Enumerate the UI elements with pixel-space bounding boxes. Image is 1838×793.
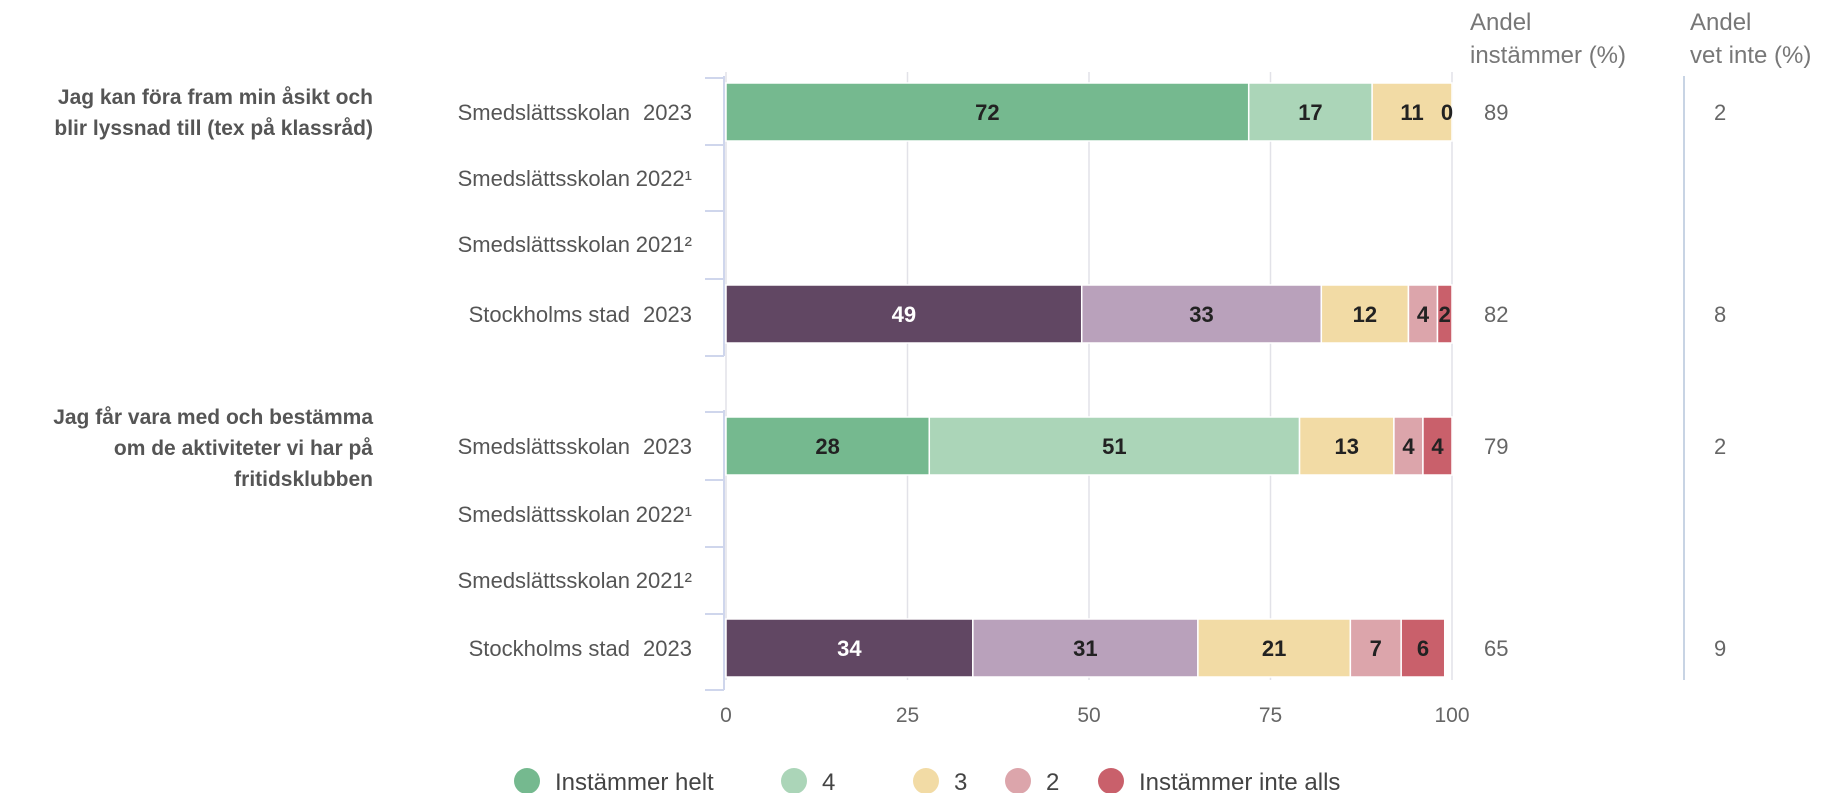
row-year-label: 2023	[643, 636, 692, 661]
legend-swatch	[913, 768, 939, 793]
bar-data-label: 28	[815, 434, 839, 459]
legend-label: Instämmer inte alls	[1139, 769, 1340, 793]
x-tick-label: 75	[1259, 704, 1282, 727]
row-year-label: 2022¹	[636, 166, 692, 191]
bar-data-label: 17	[1298, 100, 1322, 125]
gridlines	[725, 72, 1685, 680]
legend-swatch	[514, 768, 540, 793]
question-label: Jag kan föra fram min åsikt och blir lyss…	[54, 86, 373, 140]
bar-segment	[1197, 618, 1352, 678]
row-name-label: Stockholms stad	[469, 302, 630, 327]
legend-label: 4	[822, 769, 835, 793]
bars: 72 17 11 049 33 12 4 228 51 13 4 434 31 21 7 6	[725, 82, 1453, 678]
bar-segment	[725, 416, 931, 476]
x-tick-label: 0	[720, 704, 732, 727]
row-name-label: Smedslättsskolan	[458, 434, 630, 459]
bar-data-label: 72	[975, 100, 999, 125]
bar-data-label: 0	[1441, 100, 1453, 125]
andel-instammer-value: 79	[1484, 434, 1508, 459]
row-name-label: Smedslättsskolan	[458, 568, 630, 593]
row-name-label: Smedslättsskolan	[458, 502, 630, 527]
column-header-andel-vet-inte: Andel vet inte (%)	[1690, 9, 1811, 69]
row-labels: Jag kan föra fram min åsikt och blir lyss…	[53, 86, 692, 661]
bar-data-label: 2	[1439, 302, 1451, 327]
legend-label: 3	[954, 769, 967, 793]
row-name-label: Smedslättsskolan	[458, 166, 630, 191]
row-year-label: 2022¹	[636, 502, 692, 527]
row-name-label: Smedslättsskolan	[458, 100, 630, 125]
andel-vet-inte-value: 2	[1714, 434, 1726, 459]
row-name-label: Smedslättsskolan	[458, 232, 630, 257]
bar-data-label: 7	[1370, 636, 1382, 661]
row-year-label: 2023	[643, 434, 692, 459]
bar-segment	[1422, 416, 1453, 476]
bar-segment	[725, 284, 1083, 344]
bar-data-label: 4	[1417, 302, 1430, 327]
x-tick-label: 25	[896, 704, 919, 727]
bar-data-label: 13	[1334, 434, 1358, 459]
andel-instammer-value: 89	[1484, 100, 1508, 125]
legend-label: 2	[1046, 769, 1059, 793]
andel-instammer-value: 82	[1484, 302, 1508, 327]
x-tick-label: 100	[1434, 704, 1469, 727]
bar-segment	[1393, 416, 1424, 476]
bar-data-label: 49	[892, 302, 916, 327]
bar-segment	[1080, 284, 1323, 344]
legend: Instämmer helt 4 3 2 Instämmer inte alls	[514, 768, 1340, 793]
row-year-label: 2023	[643, 100, 692, 125]
bar-data-label: 31	[1073, 636, 1097, 661]
bar-segment	[972, 618, 1199, 678]
bar-data-label: 12	[1353, 302, 1377, 327]
row-year-label: 2023	[643, 302, 692, 327]
x-tick-label: 50	[1077, 704, 1100, 727]
legend-label: Instämmer helt	[555, 769, 714, 793]
legend-swatch	[1005, 768, 1031, 793]
row-year-label: 2021²	[636, 232, 692, 257]
question-label: Jag får vara med och bestämma om de aktiv…	[53, 406, 373, 491]
bar-segment	[1298, 416, 1395, 476]
legend-swatch	[781, 768, 807, 793]
bar-data-label: 33	[1189, 302, 1213, 327]
bar-segment	[1320, 284, 1410, 344]
andel-vet-inte-value: 2	[1714, 100, 1726, 125]
bar-segment	[1371, 82, 1453, 142]
x-axis-ticks: 0 25 50 75 100	[720, 704, 1469, 727]
bar-data-label: 4	[1402, 434, 1415, 459]
andel-vet-inte-value: 9	[1714, 636, 1726, 661]
bar-segment	[928, 416, 1301, 476]
bar-segment	[1407, 284, 1439, 344]
bar-segment	[725, 618, 974, 678]
andel-instammer-value: 65	[1484, 636, 1508, 661]
row-name-label: Stockholms stad	[469, 636, 630, 661]
legend-swatch	[1098, 768, 1124, 793]
row-year-label: 2021²	[636, 568, 692, 593]
bar-segment	[1400, 618, 1446, 678]
bar-data-label: 51	[1102, 434, 1126, 459]
bar-data-label: 21	[1262, 636, 1286, 661]
column-header-andel-instammer: Andel instämmer (%)	[1470, 9, 1626, 69]
andel-vet-inte-value: 8	[1714, 302, 1726, 327]
y-axis	[705, 76, 725, 691]
bar-data-label: 34	[837, 636, 862, 661]
bar-data-label: 11	[1400, 100, 1423, 125]
bar-data-label: 6	[1417, 636, 1429, 661]
bar-segment	[725, 82, 1250, 142]
side-columns: Andel instämmer (%)Andel vet inte (%)89 282…	[1470, 9, 1811, 661]
bar-segment	[1436, 284, 1453, 344]
bar-data-label: 4	[1431, 434, 1444, 459]
